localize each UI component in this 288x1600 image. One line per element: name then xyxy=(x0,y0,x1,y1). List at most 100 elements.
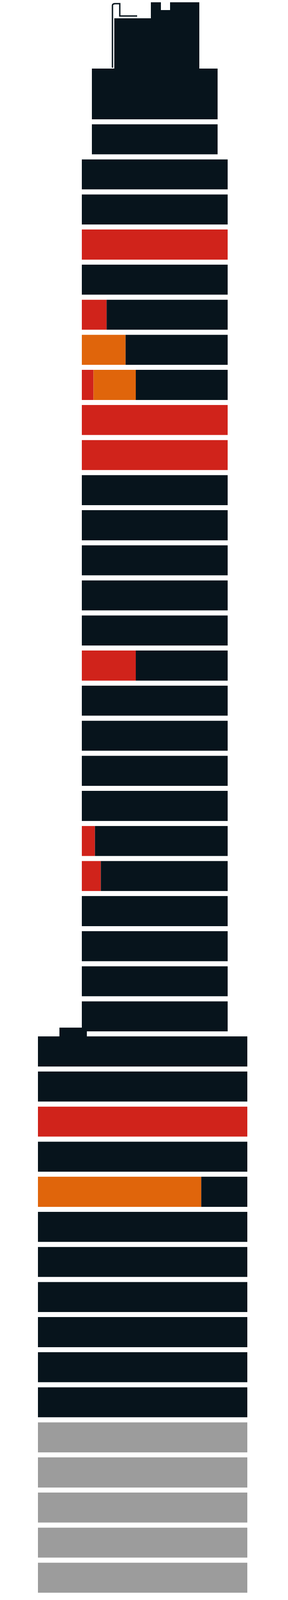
floor-segment xyxy=(81,931,228,962)
floor-segment xyxy=(81,334,126,365)
floor-segment xyxy=(201,1176,248,1207)
floor-segment xyxy=(37,1562,248,1593)
floor xyxy=(37,1176,248,1207)
floor-segment xyxy=(37,1352,248,1383)
floor-segment xyxy=(227,229,229,260)
floor-segment xyxy=(81,229,228,260)
floor-segment xyxy=(81,1001,228,1032)
floor-segment xyxy=(81,510,228,541)
floor xyxy=(81,405,228,436)
floor xyxy=(37,1562,248,1593)
floor-segment xyxy=(93,369,137,400)
floor-segment xyxy=(81,650,136,681)
floor-segment xyxy=(37,1527,248,1558)
floor-segment xyxy=(37,1317,248,1348)
floor xyxy=(81,474,228,506)
floor xyxy=(81,826,228,857)
floor xyxy=(37,1457,248,1488)
floor-segment xyxy=(106,299,228,330)
floor xyxy=(81,299,228,330)
floor-segment xyxy=(37,1281,248,1312)
floor-segment xyxy=(37,1036,248,1067)
floor xyxy=(37,1247,248,1278)
floor-segment xyxy=(81,755,228,786)
floor-segment xyxy=(135,650,228,681)
crown xyxy=(91,2,218,90)
floor xyxy=(81,650,228,681)
floor xyxy=(37,1492,248,1523)
floor xyxy=(81,229,228,260)
floor-segment xyxy=(81,405,228,436)
floor-segment xyxy=(37,1247,248,1278)
floor xyxy=(37,1106,248,1137)
floor-segment xyxy=(37,1422,248,1453)
floor xyxy=(81,194,228,225)
floor-segment xyxy=(95,826,228,857)
floor-segment xyxy=(247,1106,248,1137)
floor xyxy=(37,1141,248,1172)
floor-segment xyxy=(81,439,228,470)
floor-segment xyxy=(227,439,229,470)
floor xyxy=(81,369,228,400)
floor-segment xyxy=(227,229,229,260)
floor-segment xyxy=(81,685,228,716)
floor-segment xyxy=(81,194,228,225)
floor-segment xyxy=(37,1211,248,1243)
floor-segment xyxy=(227,405,229,436)
floor-segment xyxy=(81,545,228,576)
floor xyxy=(37,1352,248,1383)
floor-segment xyxy=(227,405,229,436)
floor-segment xyxy=(37,1141,248,1172)
floor-segment xyxy=(227,439,229,470)
floor xyxy=(37,1317,248,1348)
floor-segment xyxy=(81,790,228,822)
floor xyxy=(81,860,228,891)
floor-segment xyxy=(125,334,228,365)
floor-segment xyxy=(81,369,94,400)
floor xyxy=(81,755,228,786)
floor xyxy=(81,720,228,751)
floor-segment xyxy=(37,1457,248,1488)
floor xyxy=(37,1422,248,1453)
floor-segment xyxy=(37,1071,248,1102)
floor-segment xyxy=(37,1176,202,1207)
floor xyxy=(91,124,218,155)
floor xyxy=(81,1001,228,1032)
floor-segment xyxy=(81,896,228,927)
floor-segment xyxy=(81,159,228,190)
floor xyxy=(81,790,228,822)
floor xyxy=(91,89,218,120)
floor xyxy=(37,1036,248,1067)
floor xyxy=(37,1071,248,1102)
floor-segment xyxy=(81,299,107,330)
floor xyxy=(81,334,228,365)
floor xyxy=(81,931,228,962)
floor-segment xyxy=(81,615,228,646)
floor xyxy=(37,1211,248,1243)
floor xyxy=(81,439,228,470)
floor xyxy=(81,896,228,927)
floor-segment xyxy=(91,89,218,120)
floor xyxy=(81,264,228,295)
floor-segment xyxy=(81,264,228,295)
floor-segment xyxy=(37,1387,248,1418)
chart xyxy=(0,0,288,1600)
floor xyxy=(81,545,228,576)
floor xyxy=(81,685,228,716)
floor-segment xyxy=(81,580,228,611)
floor-segment xyxy=(81,826,96,857)
floor-segment xyxy=(91,124,218,155)
floor xyxy=(37,1387,248,1418)
floor xyxy=(81,510,228,541)
floor-segment xyxy=(135,369,228,400)
floor-segment xyxy=(81,966,228,997)
floor xyxy=(81,580,228,611)
antenna xyxy=(112,3,138,68)
floor-segment xyxy=(37,1492,248,1523)
floor-segment xyxy=(247,1106,248,1137)
floor-segment xyxy=(81,720,228,751)
floor-segment xyxy=(37,1106,248,1137)
floor xyxy=(37,1527,248,1558)
floor-segment xyxy=(81,474,228,506)
floor xyxy=(81,615,228,646)
